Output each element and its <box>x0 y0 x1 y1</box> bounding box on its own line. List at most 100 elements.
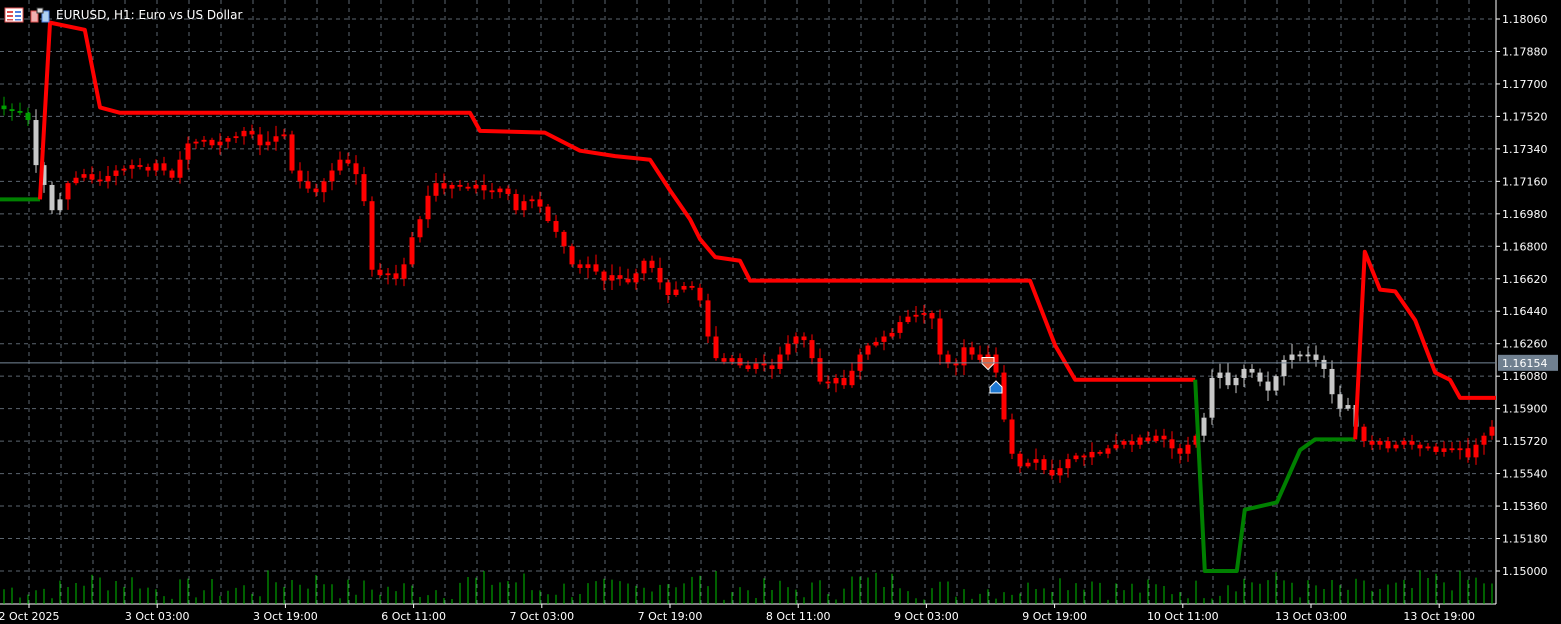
current-price-label-bg <box>1498 354 1558 371</box>
candle-body <box>393 273 399 279</box>
x-tick-label: 2 Oct 2025 <box>0 610 60 623</box>
candle-body <box>225 138 231 142</box>
candle-body <box>1225 372 1231 386</box>
candle-body <box>1001 372 1007 420</box>
candle-body <box>33 120 39 166</box>
candle-body <box>1017 453 1023 467</box>
candle-body <box>593 264 599 272</box>
x-tick-label: 13 Oct 03:00 <box>1275 610 1347 623</box>
candle-body <box>601 271 607 281</box>
candle-body <box>1049 469 1055 476</box>
candle-body <box>713 336 719 359</box>
candle-body <box>121 168 127 171</box>
candle-body <box>465 186 471 189</box>
supertrend-down-line <box>1353 249 1496 440</box>
candle-body <box>913 314 919 317</box>
sell-arrow-icon <box>981 357 995 371</box>
candle-body <box>265 141 271 146</box>
y-tick-label: 1.17160 <box>1502 175 1548 188</box>
candle-body <box>17 111 23 113</box>
candle-body <box>825 381 831 384</box>
candle-body <box>577 264 583 268</box>
candle-body <box>177 159 183 178</box>
candle-body <box>513 193 519 211</box>
candle-body <box>1033 459 1039 463</box>
candle-body <box>89 174 95 180</box>
candle-body <box>233 136 239 139</box>
candle-body <box>769 365 775 369</box>
candle-body <box>1417 444 1423 449</box>
candle-body <box>1233 377 1239 386</box>
candle-body <box>1097 451 1103 454</box>
candle-body <box>817 358 823 382</box>
one-click-trading-icon[interactable] <box>30 7 50 23</box>
candle-body <box>625 278 631 283</box>
candle-body <box>1057 468 1063 476</box>
candle-body <box>25 112 31 121</box>
candle-body <box>1249 368 1255 373</box>
candle-body <box>241 130 247 137</box>
candle-body <box>793 336 799 344</box>
candle-body <box>585 264 591 268</box>
candle-body <box>1257 372 1263 382</box>
candle-body <box>689 285 695 288</box>
x-tick-label: 3 Oct 03:00 <box>125 610 190 623</box>
candle-body <box>473 184 479 189</box>
y-tick-label: 1.15180 <box>1502 533 1548 546</box>
candle-body <box>1489 426 1495 436</box>
candle-body <box>1337 394 1343 409</box>
candle-body <box>1209 377 1215 418</box>
candle-body <box>1073 455 1079 460</box>
candle-body <box>665 282 671 295</box>
y-tick-label: 1.15540 <box>1502 468 1548 481</box>
x-tick-label: 7 Oct 03:00 <box>509 610 574 623</box>
candle-body <box>681 285 687 290</box>
candle-body <box>1425 446 1431 449</box>
candle-body <box>401 264 407 279</box>
candle-body <box>1281 359 1287 377</box>
candle-body <box>1393 444 1399 449</box>
candle-body <box>937 318 943 355</box>
candle-body <box>65 183 71 200</box>
candle-body <box>889 332 895 337</box>
chart-list-icon[interactable] <box>4 7 24 23</box>
candle-body <box>961 347 967 366</box>
candle-body <box>569 246 575 265</box>
candle-body <box>57 199 63 211</box>
candle-body <box>641 260 647 274</box>
candle-body <box>497 188 503 193</box>
candle-body <box>145 166 151 171</box>
y-tick-label: 1.15900 <box>1502 403 1548 416</box>
candle-body <box>249 130 255 135</box>
candle-body <box>977 354 983 360</box>
candle-body <box>1145 437 1151 442</box>
candle-body <box>105 175 111 182</box>
candle-body <box>153 163 159 171</box>
candle-body <box>993 354 999 373</box>
candle-body <box>921 313 927 315</box>
candle-body <box>201 139 207 142</box>
candle-body <box>353 163 359 175</box>
candle-body <box>1 105 7 110</box>
candle-body <box>537 199 543 207</box>
candle-body <box>1041 459 1047 470</box>
candle-body <box>257 134 263 146</box>
candle-body <box>161 163 167 171</box>
candle-body <box>873 341 879 346</box>
candle-body <box>1473 444 1479 458</box>
chart-title: EURUSD, H1: Euro vs US Dollar <box>56 8 243 22</box>
candle-body <box>1449 448 1455 451</box>
candle-body <box>1129 441 1135 445</box>
candle-body <box>1385 441 1391 449</box>
candle-body <box>553 221 559 232</box>
candle-body <box>561 231 567 247</box>
candle-body <box>633 273 639 283</box>
candle-body <box>1161 435 1167 440</box>
y-tick-label: 1.16080 <box>1502 370 1548 383</box>
candle-body <box>617 275 623 279</box>
candle-body <box>1025 462 1031 467</box>
candle-body <box>1089 451 1095 458</box>
candle-body <box>297 170 303 182</box>
y-tick-label: 1.15000 <box>1502 565 1548 578</box>
